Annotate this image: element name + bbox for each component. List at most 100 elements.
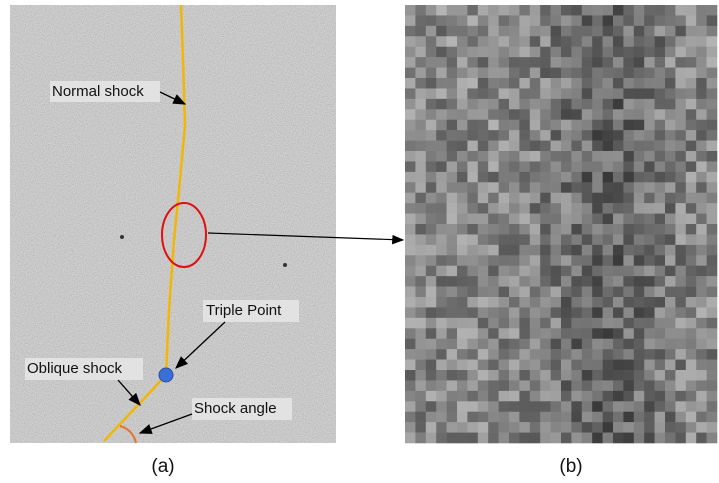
- pixel: [478, 245, 489, 256]
- pixel: [488, 370, 499, 381]
- pixel: [447, 161, 458, 172]
- pixel: [696, 161, 707, 172]
- pixel: [592, 26, 603, 37]
- pixel: [655, 339, 666, 350]
- pixel: [644, 172, 655, 183]
- pixel: [551, 78, 562, 89]
- pixel: [707, 99, 718, 110]
- pixel: [707, 15, 718, 26]
- pixel: [696, 412, 707, 423]
- pixel: [623, 68, 634, 79]
- pixel: [675, 307, 686, 318]
- pixel: [488, 57, 499, 68]
- pixel: [467, 422, 478, 433]
- pixel: [613, 297, 624, 308]
- pixel: [415, 401, 426, 412]
- pixel: [478, 109, 489, 120]
- pixel: [405, 193, 416, 204]
- pixel: [540, 15, 551, 26]
- pixel: [405, 349, 416, 360]
- pixel: [571, 255, 582, 266]
- pixel: [634, 182, 645, 193]
- pixel: [582, 130, 593, 141]
- pixel: [488, 224, 499, 235]
- pixel: [665, 328, 676, 339]
- pixel: [613, 141, 624, 152]
- pixel: [436, 88, 447, 99]
- pixel: [467, 360, 478, 371]
- pixel: [478, 307, 489, 318]
- pixel: [426, 318, 437, 329]
- pixel: [675, 68, 686, 79]
- pixel: [623, 224, 634, 235]
- pixel: [405, 401, 416, 412]
- pixel: [519, 172, 530, 183]
- pixel: [509, 422, 520, 433]
- pixel: [499, 182, 510, 193]
- pixel: [623, 141, 634, 152]
- pixel: [499, 36, 510, 47]
- pixel: [603, 266, 614, 277]
- pixel: [447, 433, 458, 444]
- pixel: [644, 99, 655, 110]
- pixel: [467, 380, 478, 391]
- pixel: [551, 266, 562, 277]
- pixel: [530, 130, 541, 141]
- pixel: [655, 161, 666, 172]
- pixel: [519, 203, 530, 214]
- pixel: [665, 287, 676, 298]
- triple-point-marker: [159, 368, 173, 382]
- pixel: [675, 245, 686, 256]
- pixel: [519, 349, 530, 360]
- pixel: [457, 287, 468, 298]
- pixel: [447, 328, 458, 339]
- pixel: [665, 360, 676, 371]
- pixel: [613, 36, 624, 47]
- pixel: [447, 422, 458, 433]
- pixel: [686, 287, 697, 298]
- pixel: [467, 412, 478, 423]
- pixel: [457, 433, 468, 444]
- pixel: [551, 360, 562, 371]
- pixel: [561, 120, 572, 131]
- pixel: [592, 151, 603, 162]
- pixel: [540, 141, 551, 152]
- pixel: [686, 224, 697, 235]
- pixel: [644, 47, 655, 58]
- pixel: [467, 245, 478, 256]
- pixel: [571, 266, 582, 277]
- pixel: [405, 78, 416, 89]
- pixel: [623, 214, 634, 225]
- pixel: [478, 120, 489, 131]
- pixel: [540, 234, 551, 245]
- pixel: [540, 276, 551, 287]
- pixel: [675, 339, 686, 350]
- pixel: [644, 349, 655, 360]
- pixel: [644, 193, 655, 204]
- pixel: [582, 391, 593, 402]
- pixel: [561, 78, 572, 89]
- pixel: [519, 339, 530, 350]
- pixel: [634, 172, 645, 183]
- pixel: [530, 297, 541, 308]
- pixel: [415, 287, 426, 298]
- pixel: [436, 234, 447, 245]
- pixel: [467, 297, 478, 308]
- pixel: [603, 339, 614, 350]
- pixel: [655, 78, 666, 89]
- pixel: [696, 255, 707, 266]
- pixel: [644, 422, 655, 433]
- pixel: [696, 245, 707, 256]
- pixel: [519, 412, 530, 423]
- pixel: [467, 88, 478, 99]
- pixel: [655, 36, 666, 47]
- pixel: [561, 182, 572, 193]
- pixel: [436, 182, 447, 193]
- pixel: [707, 266, 718, 277]
- pixel: [623, 412, 634, 423]
- pixel: [488, 433, 499, 444]
- pixel: [540, 214, 551, 225]
- pixel: [405, 287, 416, 298]
- pixel: [623, 433, 634, 444]
- pixel: [592, 57, 603, 68]
